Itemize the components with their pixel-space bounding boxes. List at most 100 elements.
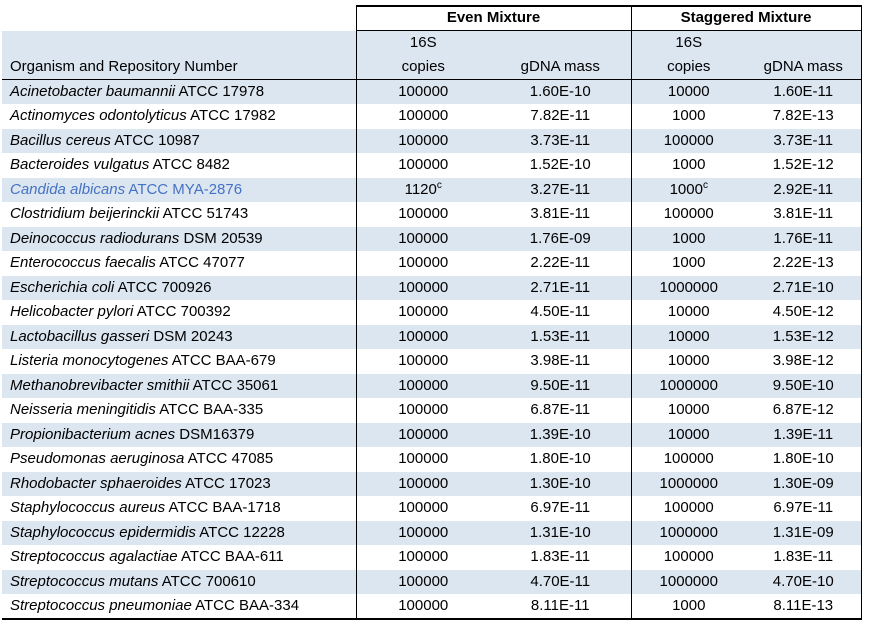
staggered-copies-cell-value: 10000 [667,82,710,100]
repository-number: ATCC 51743 [162,205,249,222]
staggered-copies-cell: 1000000 [630,520,746,545]
even-gdna-mass-header: gDNA mass [490,55,631,80]
even-gdna-mass-cell-value: 1.52E-10 [529,156,591,173]
table-row: Neisseria meningitidis ATCC BAA-335 10000… [2,398,862,423]
even-copies-header: copies [355,55,490,80]
even-copies-cell-value: 100000 [398,156,449,173]
staggered-gdna-mass-cell-value: 2.22E-13 [772,254,834,271]
even-copies-cell: 100000 [355,226,490,251]
organism-name: Propionibacterium acnes [10,425,176,443]
even-gdna-mass-cell-value: 4.50E-11 [530,303,591,320]
even-copies-cell-value: 100000 [398,82,449,100]
staggered-gdna-mass-cell: 3.98E-12 [746,349,862,374]
organism-cell: Clostridium beijerinckii ATCC 51743 [2,202,356,227]
even-gdna-mass-cell-value: 6.97E-11 [530,499,591,516]
even-copies-cell-value: 100000 [398,474,449,492]
repository-number: ATCC 8482 [152,156,230,173]
staggered-gdna-mass-cell-value: 1.76E-11 [773,229,834,247]
staggered-copies-cell: 10000 [630,422,746,447]
staggered-16s-label: 16S [630,30,746,55]
organism-name: Streptococcus pneumoniae [10,596,192,614]
column-header-row: Organism and Repository Number copies gD… [2,55,862,80]
staggered-gdna-mass-cell-value: 1.83E-11 [773,548,834,565]
staggered-gdna-mass-cell-value: 6.97E-11 [773,499,834,516]
table-row: Rhodobacter sphaeroides ATCC 17023 100000… [2,471,862,496]
even-gdna-mass-cell-value: 8.11E-11 [530,596,590,614]
repository-number: ATCC BAA-611 [180,548,284,565]
even-copies-cell-value: 100000 [398,548,449,565]
staggered-copies-cell-value: 1000 [669,180,703,198]
staggered-gdna-mass-cell-value: 1.80E-10 [772,450,834,467]
footnote-marker: c [702,179,708,191]
staggered-copies-cell: 10000 [630,300,746,325]
even-mixture-header: Even Mixture [355,5,631,31]
organism-column-header: Organism and Repository Number [2,55,356,80]
table-row: Lactobacillus gasseri DSM 20243 100000 1.5… [2,324,862,349]
staggered-copies-cell-value: 1000 [672,156,706,173]
repository-number: ATCC MYA-2876 [128,180,243,198]
staggered-gdna-mass-cell-value: 1.60E-11 [773,82,834,100]
staggered-copies-cell: 1000000 [630,569,746,594]
staggered-gdna-mass-cell-value: 3.73E-11 [773,131,834,149]
even-copies-cell-value: 100000 [398,572,449,590]
even-gdna-mass-cell: 3.81E-11 [490,202,631,227]
staggered-copies-cell-value: 1000 [672,254,706,271]
staggered-gdna-mass-cell: 7.82E-13 [746,104,862,129]
even-gdna-mass-cell: 4.50E-11 [490,300,631,325]
even-gdna-mass-cell: 6.97E-11 [490,496,631,521]
repository-number: ATCC 10987 [114,131,200,149]
staggered-copies-cell-value: 1000000 [659,523,718,541]
staggered-gdna-mass-cell: 1.60E-11 [746,79,862,104]
table-row: Streptococcus agalactiae ATCC BAA-611 100… [2,545,862,570]
organism-name: Neisseria meningitidis [10,401,156,418]
even-copies-cell-value: 100000 [398,450,449,467]
repository-number: ATCC 17023 [185,474,271,492]
mock-community-table: Even Mixture Staggered Mixture 16S 16S O… [2,5,862,620]
staggered-copies-cell: 1000 [630,104,746,129]
staggered-copies-cell: 1000 [630,251,746,276]
staggered-copies-cell-value: 100000 [663,499,714,516]
even-copies-cell-value: 100000 [398,327,449,345]
even-copies-cell-value: 100000 [398,303,449,320]
organism-name: Staphylococcus aureus [10,499,166,516]
organism-cell: Propionibacterium acnes DSM16379 [2,422,356,447]
staggered-copies-cell-value: 100000 [663,548,714,565]
staggered-copies-cell-value: 1000 [672,229,706,247]
staggered-gdna-mass-cell: 8.11E-13 [746,594,862,620]
staggered-gdna-mass-cell-value: 1.39E-11 [773,425,834,443]
staggered-copies-cell: 10000 [630,349,746,374]
organism-name: Acinetobacter baumannii [10,82,176,100]
staggered-copies-cell: 100000 [630,202,746,227]
staggered-copies-cell-value: 1000000 [659,572,718,590]
organism-cell: Bacteroides vulgatus ATCC 8482 [2,153,356,178]
staggered-gdna-mass-cell-value: 1.53E-12 [772,327,834,345]
staggered-gdna-mass-cell-value: 9.50E-10 [772,376,834,394]
even-gdna-mass-cell: 1.76E-09 [490,226,631,251]
staggered-gdna-mass-cell: 3.73E-11 [746,128,862,153]
staggered-copies-cell: 10000 [630,79,746,104]
staggered-gdna-mass-cell-value: 2.71E-10 [772,278,834,296]
repository-number: ATCC BAA-335 [159,401,264,418]
even-gdna-mass-cell-value: 1.31E-10 [529,523,591,541]
even-gdna-mass-cell-value: 9.50E-11 [530,376,591,394]
table-row: Escherichia coli ATCC 700926 100000 2.71E-… [2,275,862,300]
even-copies-cell-value: 100000 [398,254,449,271]
even-copies-cell-value: 100000 [398,596,449,614]
even-copies-cell: 100000 [355,398,490,423]
organism-cell: Rhodobacter sphaeroides ATCC 17023 [2,471,356,496]
even-gdna-mass-cell-value: 2.71E-11 [530,278,591,296]
table-row: Staphylococcus aureus ATCC BAA-1718 10000… [2,496,862,521]
table-row: Methanobrevibacter smithii ATCC 35061 100… [2,373,862,398]
even-copies-cell-value: 100000 [398,499,449,516]
repository-number: ATCC 700926 [117,278,212,296]
even-copies-cell: 100000 [355,471,490,496]
even-copies-cell: 100000 [355,569,490,594]
staggered-copies-cell: 100000 [630,128,746,153]
even-gdna-mass-cell-value: 1.76E-09 [529,229,591,247]
staggered-gdna-mass-cell-value: 8.11E-13 [773,596,834,614]
even-gdna-mass-cell-value: 1.60E-10 [529,82,591,100]
organism-name: Escherichia coli [10,278,115,296]
staggered-gdna-mass-cell-value: 6.87E-12 [772,401,834,418]
staggered-copies-cell: 1000000 [630,373,746,398]
even-gdna-mass-cell: 3.73E-11 [490,128,631,153]
